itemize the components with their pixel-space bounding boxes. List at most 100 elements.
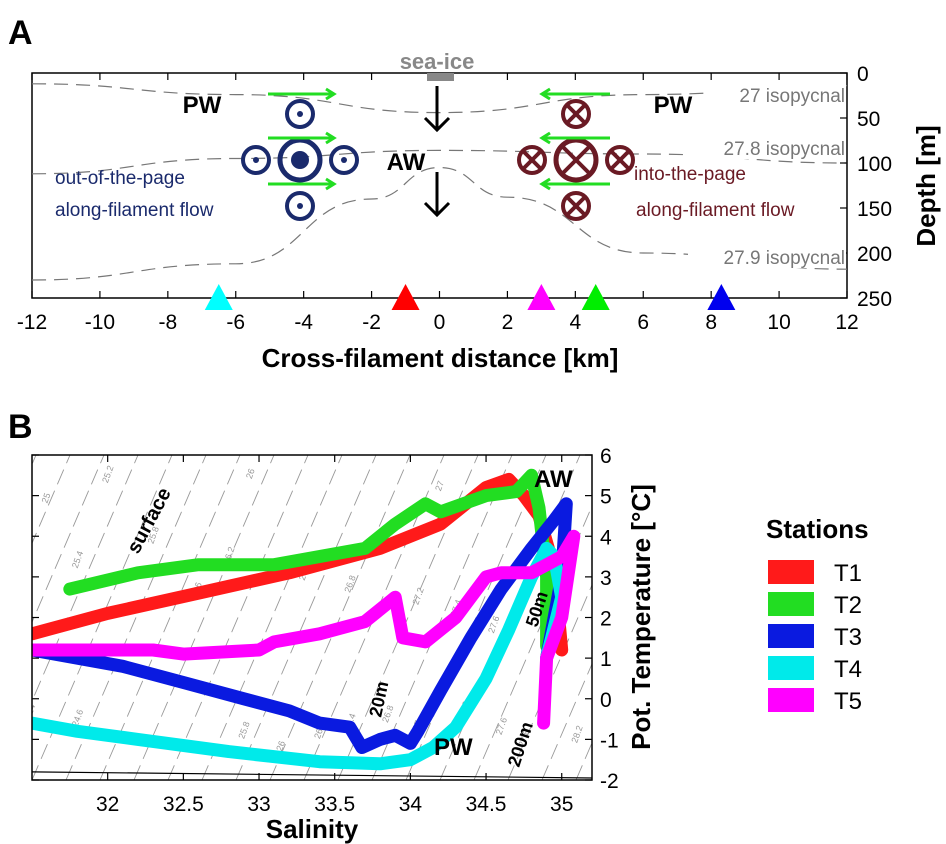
aw-label: AW [387,149,426,176]
density-contour [167,455,309,780]
station-marker [581,284,610,310]
series-t4 [32,541,569,771]
legend-swatch [768,560,814,584]
density-contour [644,455,784,780]
x-tick-label: 10 [767,311,790,334]
y-tick-label: -2 [600,770,619,793]
density-contour [65,455,207,780]
x-tick-label: 4 [569,311,581,334]
density-label: 28.2 [569,724,584,744]
density-contour [507,583,592,780]
density-contour [133,455,275,780]
panel-b-xlabel: Salinity [266,814,359,844]
series-t5 [32,529,581,730]
density-contour [746,455,886,780]
sea-ice-label: sea-ice [400,49,475,74]
y-tick-label: 1 [600,648,612,671]
x-tick-label: -4 [294,311,313,334]
x-tick-label: 33 [247,793,270,816]
legend-label: T1 [834,560,862,587]
isopycnal-label-bg [708,84,846,106]
isopycnal-label-bg [688,137,846,159]
x-tick-label: 12 [835,311,858,334]
density-contour [235,455,377,780]
station-markers [204,284,736,310]
x-tick-label: -6 [226,311,245,334]
y-tick-label: -1 [600,729,619,752]
legend-label: T4 [834,656,862,683]
density-label: 27.2 [410,586,425,606]
density-label: 26 [274,739,287,752]
series-t3 [32,497,573,754]
left-flow-line1: out-of-the-page [55,168,185,189]
pw-right-label: PW [654,92,693,119]
legend-swatch [768,656,814,680]
green-arrows [268,87,610,191]
y-tick-label: 6 [600,445,612,468]
x-tick-label: -12 [17,311,47,334]
out-of-page-symbols [241,99,359,221]
aw-ts-label: AW [534,466,573,493]
y-tick-label: 2 [600,608,612,631]
density-label: 25.4 [70,550,85,570]
into-page-symbols [517,99,635,221]
isopycnal-line [31,166,848,281]
x-tick-label: -8 [158,311,177,334]
legend-label: T3 [834,624,862,651]
legend-label: T2 [834,592,862,619]
isopycnal-label-27-8: 27.8 isopycnal [724,139,845,160]
sea-ice-bar [427,73,454,81]
y-tick-label: 5 [600,486,612,509]
density-contour [712,455,852,780]
y-tick-label: 100 [857,153,892,176]
panel-a-xlabel: Cross-filament distance [km] [262,343,619,373]
left-flow-line2: along-filament flow [55,200,214,221]
right-flow-line2: along-filament flow [636,200,795,221]
legend: Stations T1 T2 T3 T4 T5 [766,514,869,715]
y-tick-label: 0 [600,689,612,712]
density-label: 27.6 [494,716,509,736]
y-tick-label: 250 [857,288,892,311]
density-contour [32,455,37,466]
down-arrow-icon [423,172,451,218]
density-contour [337,455,479,780]
density-label: 26 [244,467,257,480]
y-tick-label: 200 [857,243,892,266]
x-tick-label: 32.5 [163,793,204,816]
panel-a-ticks: -12 -10 -8 -6 -4 -2 0 2 4 6 8 10 12 0 50 100 150 200 250 [17,63,892,334]
legend-title: Stations [766,514,869,544]
x-tick-label: 0 [434,311,446,334]
isopycnal-label-27: 27 isopycnal [739,86,845,107]
x-tick-label: 33.5 [314,793,355,816]
station-marker [204,284,233,310]
x-tick-label: 2 [502,311,514,334]
y-tick-label: 4 [600,526,612,549]
density-label: 25.2 [100,464,115,484]
ts-series [32,468,581,771]
x-tick-label: 6 [637,311,649,334]
x-tick-label: 8 [705,311,717,334]
isopycnal-label-27-9: 27.9 isopycnal [724,248,845,269]
panel-a-label: A [8,14,33,52]
series-t2 [63,468,554,653]
density-contour [541,662,592,780]
density-contour [678,455,818,780]
legend-label: T5 [834,688,862,715]
pw-left-label: PW [183,92,222,119]
isopycnal-label-bg [688,246,846,268]
panel-b: 25.425.826.226.626.827.227.427.6252625.2… [0,445,886,844]
density-contour [371,455,513,780]
density-label: 24 [24,703,37,716]
right-flow-line1: into-the-page [634,164,746,185]
surface-label: surface [123,484,176,557]
x-tick-label: -10 [85,311,115,334]
density-contour [0,455,2,780]
density-label: 27 [433,479,446,492]
pw-ts-label: PW [434,734,473,761]
x-tick-label: -2 [362,311,381,334]
panel-b-ylabel: Pot. Temperature [°C] [626,484,656,750]
station-marker [527,284,556,310]
x-tick-label: 35 [550,793,573,816]
